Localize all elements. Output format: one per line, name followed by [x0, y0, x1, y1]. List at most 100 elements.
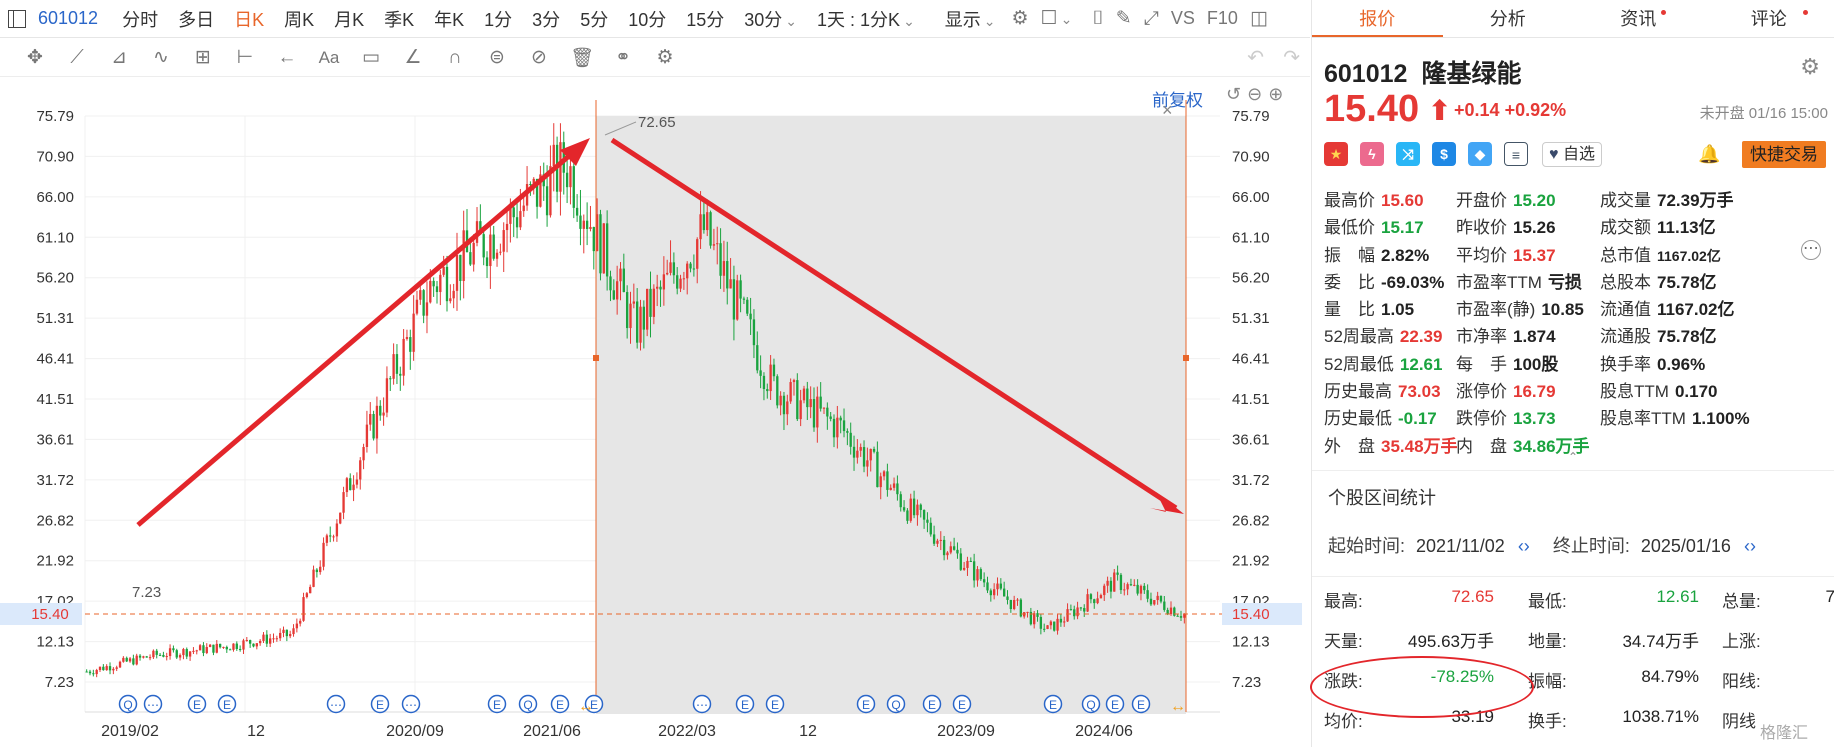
- event-marker-icon[interactable]: [1043, 694, 1063, 714]
- period-tab-10min[interactable]: 10分: [628, 9, 667, 30]
- add-watchlist-button[interactable]: ♥ 自选: [1542, 142, 1602, 167]
- angle-tool-icon[interactable]: ∠: [404, 47, 422, 68]
- trash-icon[interactable]: 🗑: [570, 47, 595, 69]
- period-tab-rik[interactable]: 日K: [234, 9, 265, 30]
- quote-row: 最低价 15.17: [1324, 213, 1458, 240]
- event-marker-icon[interactable]: [401, 694, 421, 714]
- event-marker-icon[interactable]: [1105, 694, 1125, 714]
- checkbox-icon[interactable]: ☐: [1041, 7, 1073, 30]
- event-marker-icon[interactable]: [217, 694, 237, 714]
- end-time-stepper-icon[interactable]: ‹›: [1743, 536, 1756, 556]
- link-icon[interactable]: ⚭: [615, 47, 631, 68]
- y-tick-label-left: 70.90: [36, 148, 74, 165]
- comment-tool-icon[interactable]: ▭: [362, 47, 380, 68]
- period-tab-3min[interactable]: 3分: [532, 9, 561, 30]
- interval-select[interactable]: 1天 : 1分K: [817, 6, 915, 32]
- period-tab-yuek[interactable]: 月K: [334, 9, 365, 30]
- collapse-icon[interactable]: ⌃: [1568, 450, 1579, 464]
- dollar-icon[interactable]: $: [1432, 142, 1456, 166]
- period-tab-1min[interactable]: 1分: [484, 9, 513, 30]
- period-tab-niank[interactable]: 年K: [434, 9, 465, 30]
- period-tab-fenshi[interactable]: 分时: [122, 9, 159, 30]
- event-marker-icon[interactable]: [326, 694, 346, 714]
- period-tab-5min[interactable]: 5分: [580, 9, 609, 30]
- event-marker-icon[interactable]: [118, 694, 138, 714]
- alert-bell-icon[interactable]: 🔔: [1698, 144, 1721, 164]
- tab-news[interactable]: 资讯: [1573, 0, 1704, 37]
- settings-icon[interactable]: ⚙: [1011, 8, 1029, 29]
- event-marker-icon[interactable]: [187, 694, 207, 714]
- lock-drawing-icon[interactable]: ⊜: [489, 47, 505, 68]
- tag-icon[interactable]: ◆: [1468, 142, 1492, 166]
- period-tab-30min[interactable]: 30分: [744, 6, 797, 32]
- kline-chart[interactable]: 75.79 70.90 66.00 61.10 56.20 51.31 46.41 41.51…: [0, 100, 1310, 747]
- start-time-value[interactable]: 2021/11/02: [1416, 536, 1505, 556]
- event-marker-icon[interactable]: [584, 694, 604, 714]
- undo-icon[interactable]: ↶: [1247, 47, 1264, 69]
- event-marker-icon[interactable]: [1131, 694, 1151, 714]
- note-icon[interactable]: ≡: [1504, 142, 1528, 166]
- event-marker-icon[interactable]: [143, 694, 163, 714]
- event-marker-icon[interactable]: [856, 694, 876, 714]
- candle-body: [912, 498, 916, 516]
- measure-tool-icon[interactable]: ⊢: [236, 47, 254, 68]
- shuffle-icon[interactable]: ⤨: [1396, 142, 1420, 166]
- event-marker-icon[interactable]: [952, 694, 972, 714]
- candle-body: [906, 510, 909, 521]
- tab-analysis[interactable]: 分析: [1443, 0, 1574, 37]
- event-marker-icon[interactable]: [550, 694, 570, 714]
- pencil-icon[interactable]: ✎: [1115, 8, 1132, 29]
- more-icon[interactable]: ⋯: [1801, 240, 1821, 260]
- tab-quote[interactable]: 报价: [1312, 0, 1443, 37]
- period-tab-duori[interactable]: 多日: [178, 9, 215, 30]
- display-select[interactable]: 显示: [945, 6, 996, 32]
- interval-start-arrows-icon[interactable]: ↔: [578, 698, 594, 715]
- candle-body: [309, 586, 312, 594]
- quick-trade-button[interactable]: 快捷交易: [1742, 141, 1826, 168]
- magnet-icon[interactable]: ∩: [448, 46, 462, 68]
- text-tool-icon[interactable]: Aa: [318, 47, 340, 67]
- fib-tool-icon[interactable]: ⊞: [195, 47, 211, 68]
- adjust-select[interactable]: 前复权: [1152, 91, 1203, 110]
- channel-tool-icon[interactable]: ⊿: [111, 47, 127, 68]
- zoom-in-icon[interactable]: ⊕: [1268, 84, 1284, 104]
- event-marker-icon[interactable]: [735, 694, 755, 714]
- event-marker-icon[interactable]: [487, 694, 507, 714]
- layout-icon[interactable]: [8, 9, 26, 28]
- hot-icon[interactable]: ϟ: [1360, 142, 1384, 166]
- candle-body: [816, 396, 819, 428]
- event-marker-icon[interactable]: [886, 694, 906, 714]
- wave-tool-icon[interactable]: ∿: [153, 47, 169, 68]
- redo-icon[interactable]: ↷: [1283, 47, 1300, 69]
- event-marker-icon[interactable]: [765, 694, 785, 714]
- event-marker-icon[interactable]: [370, 694, 390, 714]
- stock-code-link[interactable]: 601012: [38, 8, 99, 28]
- china-flag-icon[interactable]: ★: [1324, 142, 1348, 166]
- draw-settings-icon[interactable]: ⚙: [656, 47, 674, 68]
- fullscreen-icon[interactable]: ⤢: [1143, 7, 1159, 29]
- event-marker-icon[interactable]: [922, 694, 942, 714]
- candle-body: [158, 654, 162, 656]
- event-marker-icon[interactable]: [518, 694, 538, 714]
- sidebar-toggle-icon[interactable]: ◫: [1249, 8, 1268, 29]
- tab-comments[interactable]: 评论: [1704, 0, 1834, 37]
- end-time-value[interactable]: 2025/01/16: [1640, 536, 1731, 556]
- period-tab-15min[interactable]: 15分: [686, 9, 725, 30]
- move-icon[interactable]: ✥: [27, 47, 43, 68]
- start-time-stepper-icon[interactable]: ‹›: [1517, 536, 1530, 556]
- event-marker-icon[interactable]: [692, 694, 712, 714]
- f10-button[interactable]: F10: [1206, 8, 1238, 28]
- interval-close-button[interactable]: ×: [1162, 100, 1173, 120]
- event-marker-icon[interactable]: [1081, 694, 1101, 714]
- period-tab-jik[interactable]: 季K: [384, 9, 415, 30]
- period-tab-zhouk[interactable]: 周K: [284, 9, 315, 30]
- arrow-tool-icon[interactable]: ←: [277, 46, 297, 68]
- vs-button[interactable]: VS: [1170, 8, 1195, 28]
- interval-end-arrows-icon[interactable]: ↔: [1170, 698, 1186, 715]
- camera-icon[interactable]: ⌷: [1092, 7, 1104, 29]
- panel-settings-icon[interactable]: ⚙: [1800, 54, 1820, 79]
- line-tool-icon[interactable]: ⟋: [70, 46, 84, 68]
- reset-icon[interactable]: ↺: [1226, 84, 1242, 104]
- zoom-out-icon[interactable]: ⊖: [1247, 84, 1263, 104]
- hide-drawing-icon[interactable]: ⊘: [531, 47, 547, 68]
